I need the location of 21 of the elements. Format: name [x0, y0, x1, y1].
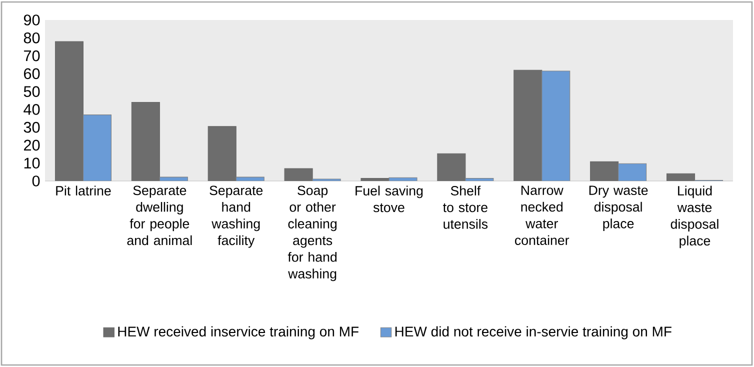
- y-tick-label: 0: [32, 176, 40, 186]
- y-tick-label: 60: [24, 68, 40, 80]
- y-tick-label: 50: [24, 86, 40, 97]
- y-tick-label: 70: [24, 50, 40, 62]
- legend-label: HEW did not receive in-servie training on MF: [395, 326, 672, 340]
- legend-label: HEW received inservice training on MF: [118, 326, 358, 340]
- y-tick-label: 30: [24, 122, 40, 133]
- y-tick-label: 10: [24, 158, 40, 169]
- y-tick-label: 20: [24, 140, 40, 151]
- x-tick-label: Narrow necked water container: [515, 186, 570, 245]
- x-tick-label: Separate dwelling for people and animal: [127, 186, 192, 246]
- x-tick-label: Fuel saving stove: [356, 186, 423, 212]
- x-tick-label: Liquid waste disposal place: [670, 186, 718, 248]
- y-tick-label: 90: [24, 14, 40, 26]
- y-tick-label: 80: [24, 32, 40, 44]
- x-tick-label: Soap or other cleaning agents for hand washing: [288, 186, 337, 282]
- x-tick-label: Shelf to store utensils: [443, 186, 488, 229]
- x-tick-label: Pit latrine: [56, 186, 111, 196]
- x-tick-label: Separate hand washing facility: [210, 186, 263, 248]
- x-tick-label: Dry waste disposal place: [589, 186, 648, 231]
- y-tick-label: 40: [24, 104, 40, 115]
